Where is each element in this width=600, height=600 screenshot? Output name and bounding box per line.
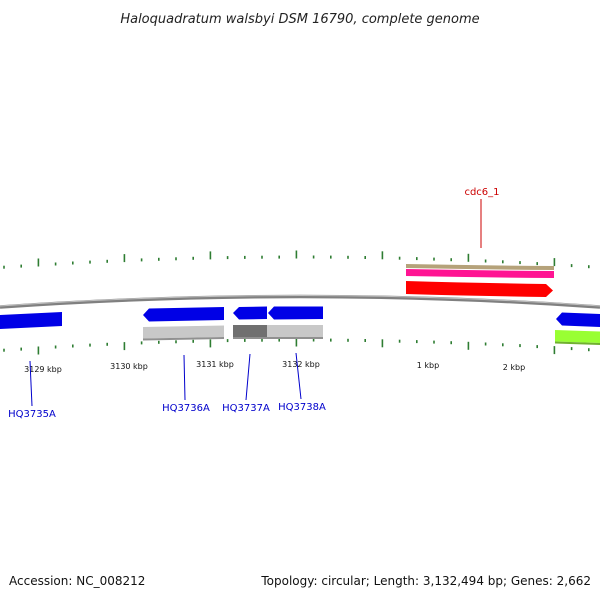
scale-label: 3130 kbp (110, 362, 148, 371)
gene-label-hq3736a[interactable]: HQ3736A (162, 403, 210, 414)
feature-gray-strip-2-edge (233, 337, 323, 339)
leader-line-hq3737a (245, 353, 251, 401)
gene-label-hq3738a[interactable]: HQ3738A (278, 402, 326, 413)
leader-line-hq3736a (183, 354, 186, 401)
scale-label: 3129 kbp (24, 365, 62, 374)
scale-label: 2 kbp (503, 363, 525, 372)
gene-blue-right-arrow[interactable] (556, 312, 600, 328)
scale-label: 3131 kbp (196, 360, 234, 369)
scale-labels: 3129 kbp 3130 kbp 3131 kbp 3132 kbp 1 kb… (24, 360, 525, 374)
gene-hq3735a-arrow[interactable] (0, 312, 62, 329)
inner-tick-marks (3, 338, 590, 355)
feature-gray-strip-1-edge (143, 337, 224, 341)
genome-backbone (0, 294, 600, 309)
gene-hq3738a-arrow[interactable] (268, 306, 323, 320)
gene-hq3737a-arrow[interactable] (233, 306, 267, 320)
accession-text: Accession: NC_008212 (9, 574, 145, 588)
gene-label-hq3735a[interactable]: HQ3735A (8, 409, 56, 420)
feature-lime-strip-edge (555, 341, 600, 345)
scale-label: 1 kbp (417, 361, 439, 370)
scale-label: 3132 kbp (282, 360, 320, 369)
map-title: Haloquadratum walsbyi DSM 16790, complet… (120, 12, 479, 27)
gene-label-cdc6[interactable]: cdc6_1 (464, 187, 499, 198)
feature-lime-strip[interactable] (555, 330, 600, 343)
gene-hq3736a-arrow[interactable] (143, 307, 224, 322)
leader-line-hq3735a (29, 360, 33, 407)
topology-summary-text: Topology: circular; Length: 3,132,494 bp… (260, 574, 591, 588)
leader-line-hq3738a (295, 352, 302, 400)
feature-dark-gray-strip[interactable] (233, 325, 267, 337)
feature-gray-strip-1[interactable] (143, 325, 224, 339)
feature-tan-strip[interactable] (406, 264, 554, 270)
outer-tick-marks (3, 250, 590, 269)
genome-backbone-highlight (0, 295, 600, 307)
gene-label-hq3737a[interactable]: HQ3737A (222, 403, 270, 414)
gene-cdc6-arrow[interactable] (406, 281, 553, 297)
feature-gray-strip-2[interactable] (267, 325, 323, 337)
feature-pink-strip[interactable] (406, 269, 554, 278)
